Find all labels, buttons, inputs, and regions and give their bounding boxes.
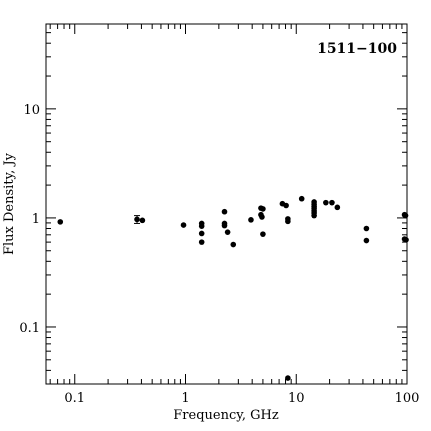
y-tick-label: 10 — [23, 103, 40, 118]
axis-ticks — [46, 23, 408, 385]
data-point — [224, 229, 231, 235]
data-point — [285, 218, 291, 225]
y-tick-label: 1 — [32, 212, 40, 227]
chart-title: 1511−100 — [317, 41, 397, 57]
data-point — [248, 217, 254, 223]
data-point — [139, 217, 146, 224]
data-point — [403, 237, 409, 243]
y-tick-label: 0.1 — [19, 321, 40, 336]
data-point — [285, 375, 291, 381]
data-point — [283, 202, 289, 209]
data-point — [260, 206, 266, 212]
data-point — [363, 237, 370, 244]
data-point — [311, 212, 317, 219]
data-point — [323, 199, 329, 206]
data-point — [363, 225, 370, 232]
data-point — [180, 222, 187, 228]
data-point — [329, 199, 335, 206]
data-point — [221, 222, 228, 229]
x-axis-label: Frequency, GHz — [173, 408, 279, 423]
x-tick-label: 1 — [181, 391, 189, 406]
x-tick-label: 0.1 — [64, 391, 85, 406]
data-point — [259, 214, 265, 220]
data-point — [298, 195, 305, 202]
y-axis-label: Flux Density, Jy — [2, 152, 17, 255]
data-point — [402, 212, 409, 219]
data-point — [134, 216, 140, 223]
axis-tick-labels: 0.1 1 10 100 0.1 1 10 — [19, 103, 419, 406]
data-point — [334, 204, 341, 211]
plot-frame — [45, 23, 408, 385]
data-point — [198, 230, 205, 237]
data-point — [230, 241, 237, 248]
data-point — [221, 208, 228, 215]
data-points — [57, 195, 409, 381]
data-point — [198, 223, 205, 229]
x-tick-label: 10 — [288, 391, 305, 406]
x-tick-label: 100 — [395, 391, 420, 406]
data-point — [57, 219, 64, 225]
data-point — [260, 231, 266, 237]
data-point — [198, 239, 205, 245]
